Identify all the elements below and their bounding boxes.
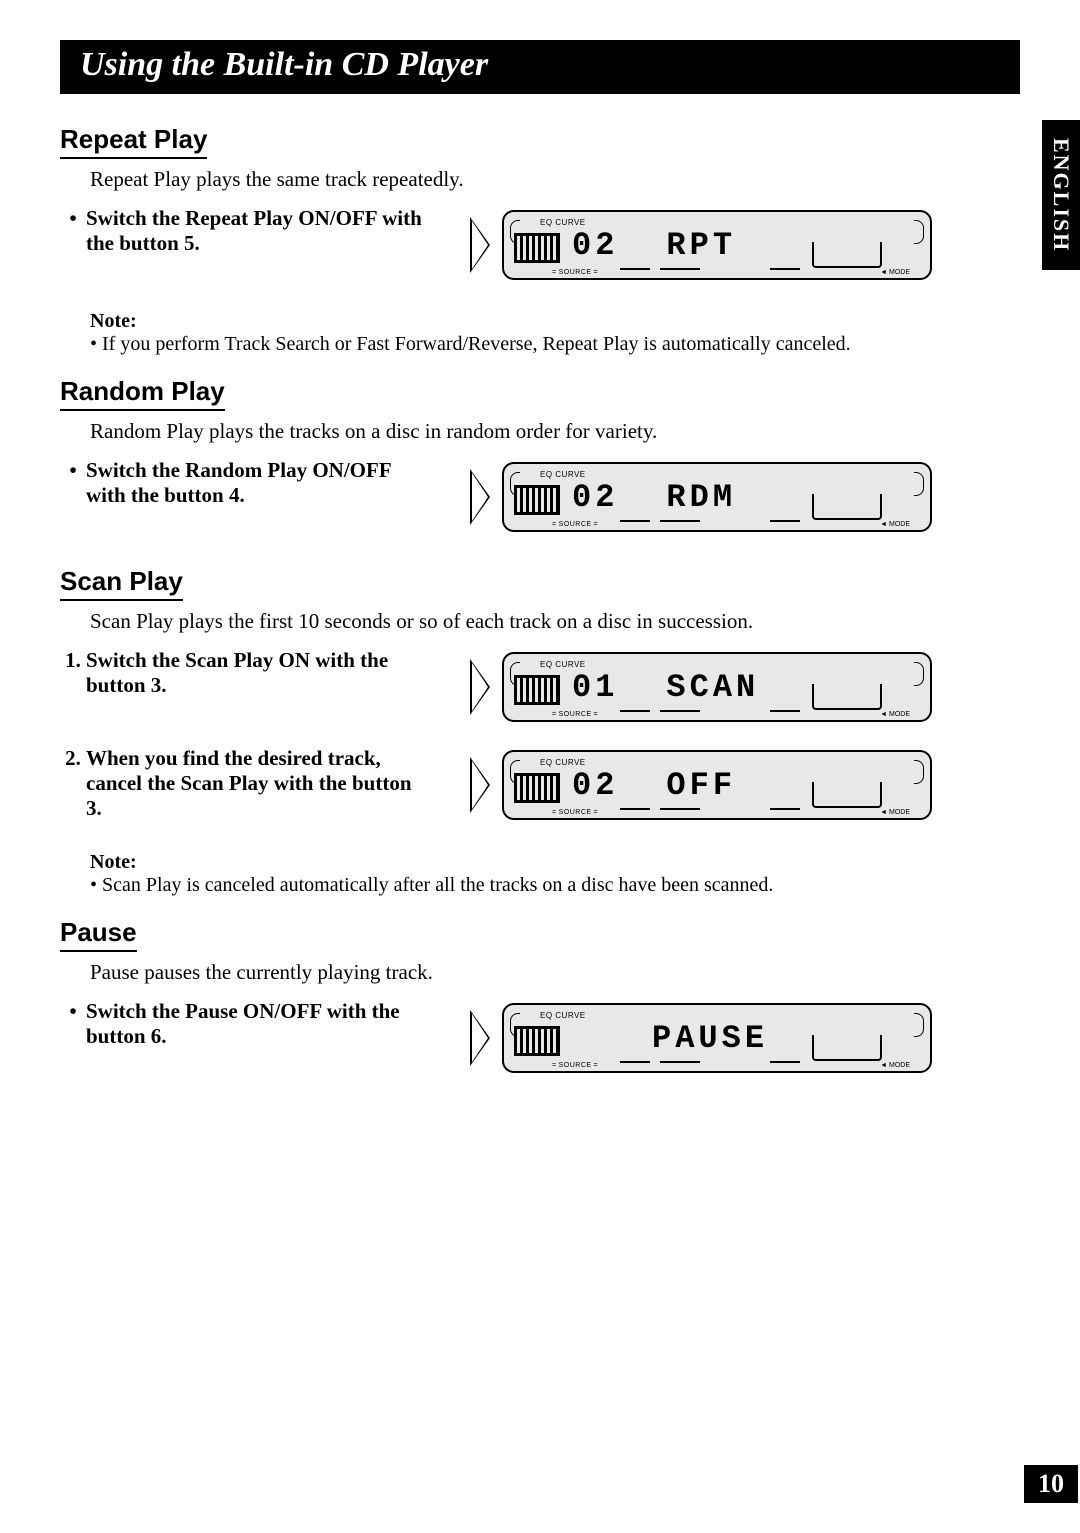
desc-pause: Pause pauses the currently playing track… <box>90 960 1020 985</box>
triangle-icon <box>470 659 490 715</box>
triangle-icon <box>470 757 490 813</box>
heading-scan: Scan Play <box>60 566 183 601</box>
lcd-pause-wrap: EQ CURVE SOURCE PAUSE ◄ MODE <box>470 1003 932 1073</box>
lcd-track: 02 <box>572 227 618 264</box>
lcd-source-label: SOURCE <box>550 1062 600 1069</box>
desc-repeat: Repeat Play plays the same track repeate… <box>90 167 1020 192</box>
triangle-icon <box>470 217 490 273</box>
lcd-mode-label: ◄ MODE <box>880 269 910 276</box>
scan-step-2: 2. When you find the desired track, canc… <box>60 746 430 821</box>
triangle-icon <box>470 469 490 525</box>
lcd-mode-label: ◄ MODE <box>880 809 910 816</box>
lcd-source-label: SOURCE <box>550 809 600 816</box>
instruction-repeat: • Switch the Repeat Play ON/OFF with the… <box>60 206 430 256</box>
bullet-icon: • <box>60 458 86 483</box>
lcd-display-pause: EQ CURVE SOURCE PAUSE ◄ MODE <box>502 1003 932 1073</box>
scan-step-1: 1. Switch the Scan Play ON with the butt… <box>60 648 430 698</box>
lcd-text: RPT <box>666 227 736 264</box>
lcd-text: RDM <box>666 479 736 516</box>
lcd-display-repeat: EQ CURVE SOURCE 02 RPT ◄ MODE <box>502 210 932 280</box>
note-item: Scan Play is canceled automatically afte… <box>90 874 1020 897</box>
lcd-random-wrap: EQ CURVE SOURCE 02 RDM ◄ MODE <box>470 462 932 532</box>
lcd-eq-label: EQ CURVE <box>540 758 586 767</box>
instruction-pause: • Switch the Pause ON/OFF with the butto… <box>60 999 430 1049</box>
lcd-track: 01 <box>572 669 618 706</box>
heading-random: Random Play <box>60 376 225 411</box>
lcd-eq-icon <box>514 233 560 263</box>
lcd-eq-icon <box>514 773 560 803</box>
desc-scan: Scan Play plays the first 10 seconds or … <box>90 609 1020 634</box>
desc-random: Random Play plays the tracks on a disc i… <box>90 419 1020 444</box>
section-random: Random Play Random Play plays the tracks… <box>60 376 1020 532</box>
section-scan: Scan Play Scan Play plays the first 10 s… <box>60 566 1020 897</box>
lcd-track: 02 <box>572 767 618 804</box>
note-heading: Note: <box>90 851 1020 874</box>
lcd-eq-icon <box>514 675 560 705</box>
note-heading: Note: <box>90 310 1020 333</box>
lcd-mode-label: ◄ MODE <box>880 521 910 528</box>
note-item: If you perform Track Search or Fast Forw… <box>90 333 1020 356</box>
section-pause: Pause Pause pauses the currently playing… <box>60 917 1020 1073</box>
lcd-track: 02 <box>572 479 618 516</box>
lcd-eq-label: EQ CURVE <box>540 218 586 227</box>
page-number: 10 <box>1024 1465 1078 1503</box>
bullet-icon: • <box>60 999 86 1024</box>
lcd-mode-label: ◄ MODE <box>880 1062 910 1069</box>
lcd-repeat-wrap: EQ CURVE SOURCE 02 RPT ◄ MODE <box>470 210 932 280</box>
instruction-random: • Switch the Random Play ON/OFF with the… <box>60 458 430 508</box>
lcd-eq-label: EQ CURVE <box>540 470 586 479</box>
lcd-eq-icon <box>514 1026 560 1056</box>
lcd-source-label: SOURCE <box>550 711 600 718</box>
lcd-text: SCAN <box>666 669 759 706</box>
lcd-eq-icon <box>514 485 560 515</box>
lcd-display-random: EQ CURVE SOURCE 02 RDM ◄ MODE <box>502 462 932 532</box>
step-number: 1. <box>60 648 86 673</box>
note-scan: Note: Scan Play is canceled automaticall… <box>90 851 1020 897</box>
lcd-text: OFF <box>666 767 736 804</box>
lcd-mode-label: ◄ MODE <box>880 711 910 718</box>
language-tab: ENGLISH <box>1042 120 1080 270</box>
lcd-scan2-wrap: EQ CURVE SOURCE 02 OFF ◄ MODE <box>470 750 932 820</box>
step-number: 2. <box>60 746 86 771</box>
lcd-eq-label: EQ CURVE <box>540 1011 586 1020</box>
lcd-text: PAUSE <box>652 1020 768 1057</box>
bullet-icon: • <box>60 206 86 231</box>
lcd-source-label: SOURCE <box>550 269 600 276</box>
triangle-icon <box>470 1010 490 1066</box>
lcd-source-label: SOURCE <box>550 521 600 528</box>
page-title-bar: Using the Built-in CD Player <box>60 40 1020 94</box>
heading-repeat: Repeat Play <box>60 124 207 159</box>
lcd-display-scan-on: EQ CURVE SOURCE 01 SCAN ◄ MODE <box>502 652 932 722</box>
note-repeat: Note: If you perform Track Search or Fas… <box>90 310 1020 356</box>
lcd-eq-label: EQ CURVE <box>540 660 586 669</box>
lcd-display-scan-off: EQ CURVE SOURCE 02 OFF ◄ MODE <box>502 750 932 820</box>
lcd-scan1-wrap: EQ CURVE SOURCE 01 SCAN ◄ MODE <box>470 652 932 722</box>
section-repeat: Repeat Play Repeat Play plays the same t… <box>60 124 1020 356</box>
heading-pause: Pause <box>60 917 137 952</box>
